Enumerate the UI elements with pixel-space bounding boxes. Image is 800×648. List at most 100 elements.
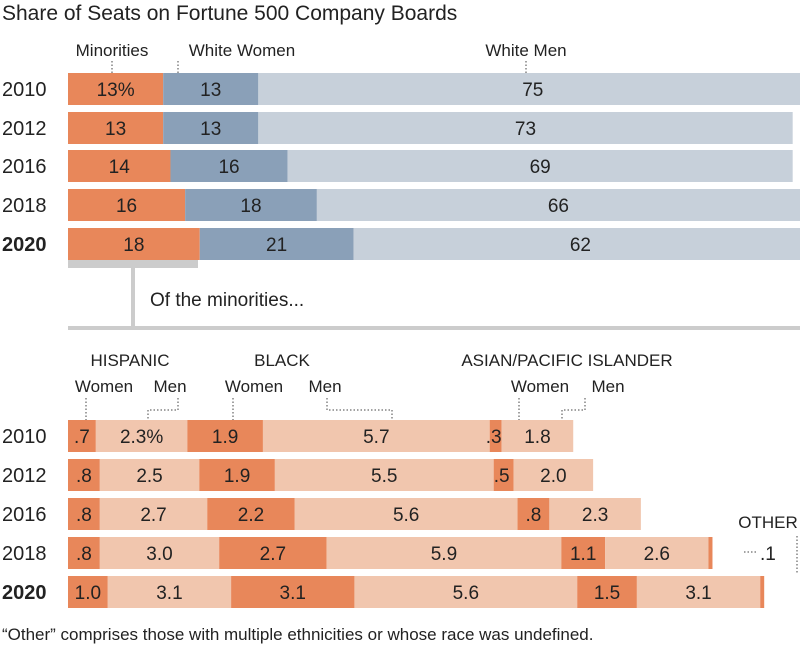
bar-sub-hispanic-women-2012	[68, 459, 100, 491]
value-label-sub-6-2018: .1	[760, 544, 776, 565]
value-label-top-0-2018: 16	[116, 196, 137, 217]
year-label-top-2010: 2010	[2, 79, 47, 101]
bar-sub-asian-pacific-islander-men-2012	[513, 459, 594, 491]
value-label-sub-0-2020: 1.0	[75, 583, 101, 604]
bar-sub-black-women-2016	[207, 498, 295, 530]
chart-title: Share of Seats on Fortune 500 Company Bo…	[2, 2, 457, 25]
group-asian: ASIAN/PACIFIC ISLANDER	[461, 351, 672, 370]
asian-women-label: Women	[511, 377, 569, 396]
bar-top-white-men-2016	[287, 150, 793, 182]
bar-sub-asian-pacific-islander-men-2018	[605, 537, 709, 569]
bar-sub-black-women-2010	[187, 420, 263, 452]
group-black: BLACK	[254, 351, 310, 370]
header-white-men: White Men	[485, 41, 566, 60]
value-label-top-0-2020: 18	[123, 235, 144, 256]
value-label-sub-1-2018: 3.0	[146, 544, 172, 565]
bar-sub-hispanic-men-2012	[99, 459, 200, 491]
value-label-sub-3-2010: 5.7	[363, 427, 389, 448]
bar-sub-asian-pacific-islander-men-2020	[636, 576, 761, 608]
value-label-sub-1-2010: 2.3%	[120, 427, 163, 448]
bar-sub-hispanic-women-2016	[68, 498, 100, 530]
asian-men-label: Men	[591, 377, 624, 396]
bar-sub-asian-pacific-islander-men-2010	[501, 420, 574, 452]
value-label-sub-5-2020: 3.1	[685, 583, 711, 604]
group-hispanic: HISPANIC	[90, 351, 169, 370]
year-label-sub-2010: 2010	[2, 426, 47, 448]
bar-sub-black-women-2012	[199, 459, 275, 491]
value-label-top-0-2012: 13	[105, 119, 126, 140]
value-label-sub-1-2020: 3.1	[156, 583, 182, 604]
highlight-tab	[68, 260, 198, 268]
bar-sub-black-men-2016	[294, 498, 518, 530]
value-label-sub-4-2018: 1.1	[570, 544, 596, 565]
sub-bars: 2010 .7 2.3% 1.9 5.7 .3 1.8 2012 .8 2.5 1.9 5.5 .5 2.…	[2, 420, 776, 608]
value-label-sub-2-2010: 1.9	[212, 427, 238, 448]
year-label-top-2020: 2020	[2, 234, 47, 256]
value-label-top-1-2018: 18	[240, 196, 261, 217]
value-label-sub-3-2016: 5.6	[393, 505, 419, 526]
value-label-top-2-2012: 73	[515, 119, 536, 140]
value-label-top-1-2016: 16	[218, 157, 239, 178]
value-label-sub-5-2010: 1.8	[524, 427, 550, 448]
year-label-top-2016: 2016	[2, 156, 47, 178]
value-label-sub-5-2018: 2.6	[644, 544, 670, 565]
black-men-label: Men	[308, 377, 341, 396]
subtitle-of-minorities: Of the minorities...	[150, 290, 304, 311]
bar-sub-black-women-2020	[231, 576, 355, 608]
value-label-top-2-2010: 75	[522, 80, 543, 101]
bar-top-white-men-2018	[316, 189, 800, 221]
value-label-top-1-2020: 21	[266, 235, 287, 256]
bar-sub-hispanic-men-2020	[107, 576, 232, 608]
value-label-sub-0-2012: .8	[76, 466, 92, 487]
value-label-sub-3-2012: 5.5	[371, 466, 397, 487]
bar-top-white-men-2012	[258, 112, 793, 144]
bar-top-white-men-2020	[353, 228, 800, 260]
value-label-sub-4-2010: .3	[486, 427, 502, 448]
bar-sub-asian-pacific-islander-men-2016	[549, 498, 641, 530]
bar-sub-hispanic-women-2018	[68, 537, 100, 569]
value-label-sub-3-2020: 5.6	[453, 583, 479, 604]
bar-sub-asian-pacific-islander-women-2016	[517, 498, 550, 530]
value-label-sub-4-2020: 1.5	[594, 583, 620, 604]
value-label-sub-4-2012: .5	[494, 466, 510, 487]
bar-top-minorities-2016	[68, 150, 171, 182]
header-white-women: White Women	[189, 41, 295, 60]
bar-sub-asian-pacific-islander-women-2010	[489, 420, 502, 452]
value-label-sub-2-2012: 1.9	[224, 466, 250, 487]
year-label-sub-2012: 2012	[2, 465, 47, 487]
bar-top-white-men-2010	[258, 73, 800, 105]
value-label-sub-4-2016: .8	[526, 505, 542, 526]
connector-line	[131, 268, 135, 330]
bar-top-minorities-2010	[68, 73, 164, 105]
bar-top-white-women-2010	[163, 73, 259, 105]
value-label-top-0-2016: 14	[109, 157, 131, 178]
value-label-sub-1-2016: 2.7	[140, 505, 166, 526]
year-label-top-2012: 2012	[2, 118, 47, 140]
bar-top-white-women-2020	[199, 228, 354, 260]
value-label-sub-0-2010: .7	[74, 427, 90, 448]
value-label-sub-2-2020: 3.1	[280, 583, 306, 604]
group-other: OTHER	[738, 513, 798, 532]
divider-line	[68, 326, 800, 330]
year-label-top-2018: 2018	[2, 195, 47, 217]
leader-hispanic-men	[147, 398, 179, 420]
value-label-sub-5-2016: 2.3	[582, 505, 608, 526]
bar-top-minorities-2020	[68, 228, 200, 260]
bar-sub-other-other-2018	[708, 537, 713, 569]
bar-sub-hispanic-women-2020	[68, 576, 108, 608]
value-label-sub-0-2016: .8	[76, 505, 92, 526]
bar-top-white-women-2018	[185, 189, 317, 221]
leader-asian-men	[561, 398, 586, 420]
hispanic-women-label: Women	[75, 377, 133, 396]
value-label-sub-3-2018: 5.9	[431, 544, 457, 565]
bar-sub-asian-pacific-islander-women-2018	[561, 537, 606, 569]
bar-top-minorities-2018	[68, 189, 186, 221]
header-minorities: Minorities	[76, 41, 149, 60]
bar-sub-asian-pacific-islander-women-2012	[493, 459, 514, 491]
bar-sub-black-men-2018	[326, 537, 562, 569]
value-label-sub-5-2012: 2.0	[540, 466, 566, 487]
hispanic-men-label: Men	[153, 377, 186, 396]
bar-sub-black-women-2018	[219, 537, 327, 569]
value-label-top-2-2018: 66	[548, 196, 569, 217]
